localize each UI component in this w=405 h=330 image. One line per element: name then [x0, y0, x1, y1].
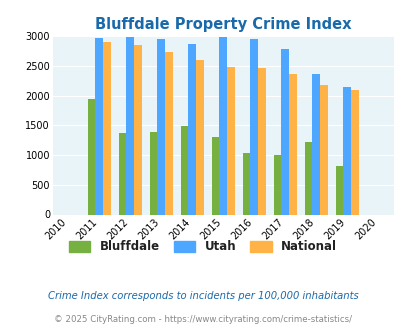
Bar	[118, 133, 126, 214]
Bar	[304, 142, 312, 214]
Bar	[227, 67, 234, 214]
Bar	[157, 39, 165, 214]
Bar	[126, 37, 134, 215]
Bar	[288, 74, 296, 215]
Bar	[350, 90, 358, 214]
Bar	[219, 38, 227, 215]
Text: Crime Index corresponds to incidents per 100,000 inhabitants: Crime Index corresponds to incidents per…	[47, 291, 358, 301]
Bar	[87, 99, 95, 214]
Bar	[103, 42, 111, 215]
Bar	[180, 126, 188, 214]
Title: Bluffdale Property Crime Index: Bluffdale Property Crime Index	[95, 17, 351, 32]
Bar	[188, 44, 196, 214]
Text: © 2025 CityRating.com - https://www.cityrating.com/crime-statistics/: © 2025 CityRating.com - https://www.city…	[54, 315, 351, 324]
Bar	[335, 166, 343, 214]
Bar	[250, 39, 258, 214]
Bar	[134, 45, 142, 214]
Bar	[149, 132, 157, 214]
Bar	[312, 74, 320, 215]
Bar	[95, 38, 103, 214]
Bar	[165, 52, 173, 214]
Bar	[343, 87, 350, 214]
Bar	[211, 137, 219, 214]
Bar	[320, 85, 327, 214]
Bar	[242, 153, 250, 214]
Bar	[273, 155, 281, 214]
Bar	[281, 50, 288, 214]
Bar	[196, 60, 203, 214]
Legend: Bluffdale, Utah, National: Bluffdale, Utah, National	[64, 236, 341, 258]
Bar	[258, 68, 265, 214]
